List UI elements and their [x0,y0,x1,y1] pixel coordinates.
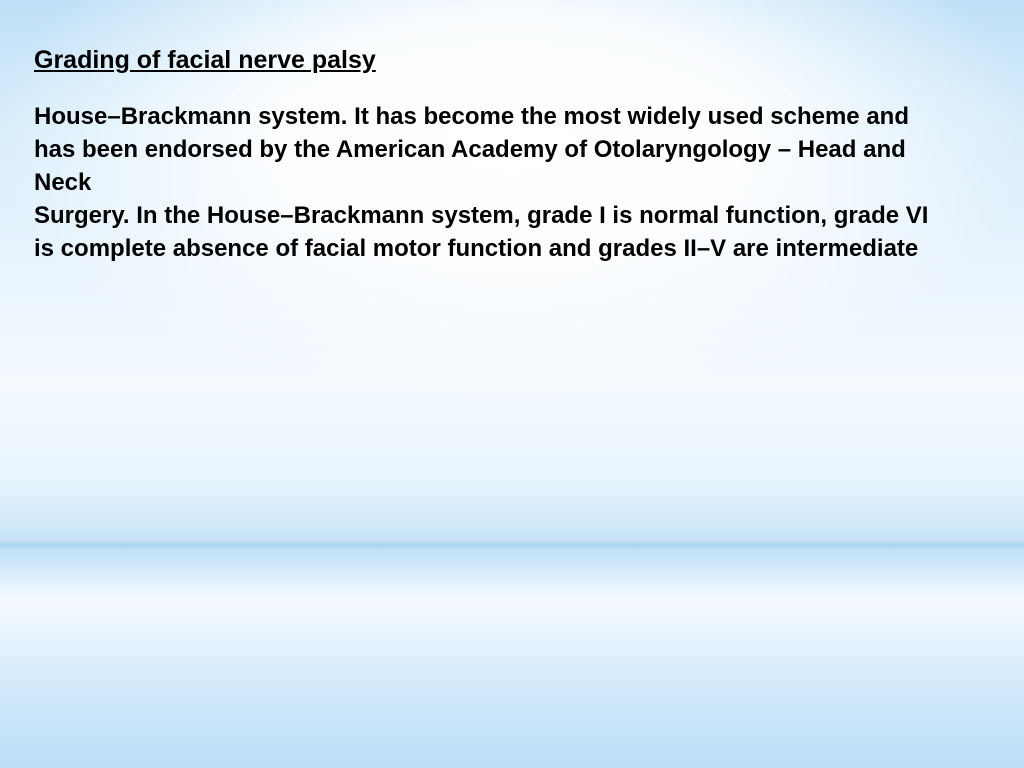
slide-content: Grading of facial nerve palsy House–Brac… [34,44,964,265]
body-line-1: House–Brackmann system. It has become th… [34,103,909,196]
slide-title: Grading of facial nerve palsy [34,44,964,78]
horizon-line [0,540,1024,550]
slide-background: Grading of facial nerve palsy House–Brac… [0,0,1024,768]
slide-body: House–Brackmann system. It has become th… [34,100,934,266]
body-line-2: Surgery. In the House–Brackmann system, … [34,202,928,262]
